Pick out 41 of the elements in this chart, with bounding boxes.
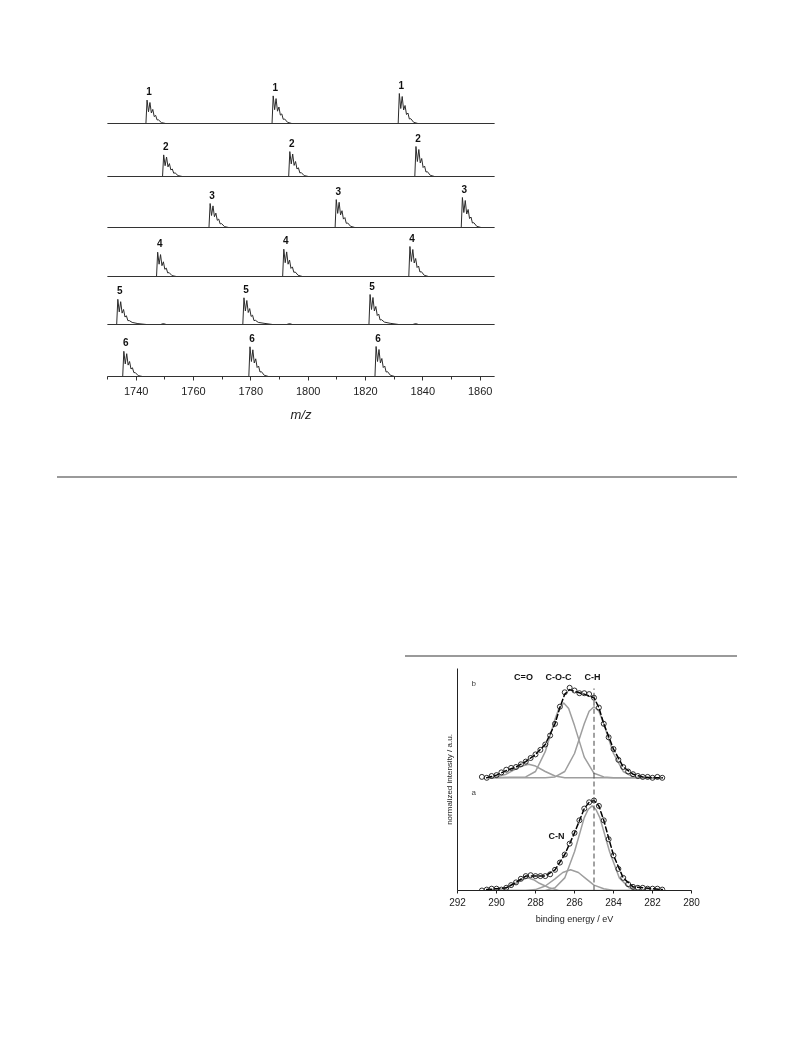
text: a: [471, 787, 477, 797]
x-axis-title: m/z: [290, 406, 312, 422]
annotation: 1: [272, 81, 279, 93]
x-tick-label: 1800: [295, 384, 321, 397]
text: C=O: [514, 671, 533, 682]
x-tick-label: 1860: [467, 384, 493, 397]
text: b: [471, 678, 477, 688]
text: C-O-C: [545, 671, 572, 682]
x-axis-title: binding energy / eV: [535, 913, 614, 924]
annotation: 1: [146, 86, 153, 98]
annotation: 5: [243, 283, 250, 295]
annotation: 1: [398, 79, 405, 91]
annotation: 2: [289, 137, 296, 149]
annotation: 4: [409, 232, 416, 244]
y-axis-title: normalized intensity / a.u.: [444, 734, 454, 825]
annotation: C-N: [548, 830, 565, 841]
annotation: 5: [369, 280, 376, 292]
x-tick-label: 1820: [353, 384, 378, 397]
annotation: 6: [249, 332, 256, 344]
x-tick-label: 292: [449, 896, 467, 908]
x-tick-label: 284: [605, 896, 623, 908]
annotation: 4: [156, 238, 163, 250]
annotation: 6: [375, 332, 382, 344]
annotation: 5: [117, 285, 124, 297]
x-tick-label: 1760: [181, 384, 206, 397]
x-tick-label: 1780: [238, 384, 264, 397]
annotation: 3: [209, 189, 216, 201]
x-tick-label: 1740: [123, 384, 149, 397]
annotation: 3: [461, 183, 468, 195]
annotation: 6: [123, 337, 130, 349]
x-tick-label: 282: [644, 896, 662, 908]
annotation: 2: [415, 132, 422, 144]
text: C-H: [584, 671, 601, 682]
x-tick-label: 288: [527, 896, 545, 908]
annotation: 4: [283, 235, 290, 247]
x-tick-label: 280: [683, 896, 701, 908]
annotation: 3: [335, 185, 342, 197]
x-tick-label: 286: [566, 896, 584, 908]
x-tick-label: 1840: [410, 384, 436, 397]
x-tick-label: 290: [488, 896, 506, 908]
annotation: 2: [162, 140, 169, 152]
